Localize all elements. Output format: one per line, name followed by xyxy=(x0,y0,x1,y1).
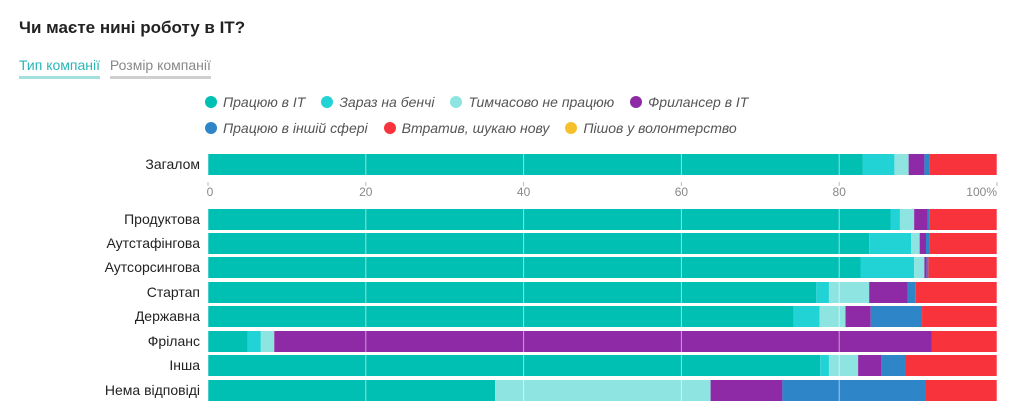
bar-segment xyxy=(858,355,882,376)
legend-swatch xyxy=(205,122,217,134)
bar-segment xyxy=(931,331,997,352)
bar-segment xyxy=(914,209,928,230)
bar-segment xyxy=(922,306,997,327)
bar-segment xyxy=(915,282,997,303)
bar-segment xyxy=(274,331,932,352)
bar-segment xyxy=(926,257,929,278)
bar-segment xyxy=(890,209,900,230)
legend-item[interactable]: Втратив, шукаю нову xyxy=(383,120,550,136)
bar-segment xyxy=(208,306,794,327)
legend-label: Фрилансер в IT xyxy=(648,94,749,110)
chart-legend: Працюю в IT Зараз на бенчі Тимчасово не пр… xyxy=(205,94,905,146)
tab-company-type[interactable]: Тип компанії xyxy=(19,57,101,79)
bar-segment xyxy=(208,282,817,303)
bar-segment xyxy=(208,233,870,254)
legend-row: Працюю в іншій сфері Втратив, шукаю нову П… xyxy=(205,120,905,146)
bar-segment xyxy=(907,282,916,303)
bar-segment xyxy=(782,380,926,401)
bar-segment xyxy=(924,154,930,175)
legend-swatch xyxy=(205,96,217,108)
bar-segment xyxy=(869,233,911,254)
category-label: Аутсорсингова xyxy=(105,259,201,275)
bar-segment xyxy=(845,306,871,327)
legend-item[interactable]: Працюю в іншій сфері xyxy=(205,120,368,136)
bar-segment xyxy=(925,380,997,401)
bar-segment xyxy=(793,306,820,327)
x-tick-label: 20 xyxy=(359,185,373,199)
bar-segment xyxy=(208,257,861,278)
bar-segment xyxy=(208,355,821,376)
legend-swatch xyxy=(321,96,334,108)
legend-label: Пішов у волонтерство xyxy=(583,120,737,136)
bar-segment xyxy=(208,154,863,175)
bar-segment xyxy=(910,233,920,254)
bar-segment xyxy=(924,257,927,278)
legend-row: Працюю в IT Зараз на бенчі Тимчасово не пр… xyxy=(205,94,905,120)
legend-item[interactable]: Тимчасово не працюю xyxy=(450,94,614,110)
x-tick-label: 80 xyxy=(833,185,847,199)
legend-swatch xyxy=(450,96,463,108)
bar-segment xyxy=(929,154,997,175)
bar-segment xyxy=(927,209,930,230)
chart-title: Чи маєте нині роботу в IT? xyxy=(19,18,246,37)
bar-segment xyxy=(925,233,930,254)
legend-label: Зараз на бенчі xyxy=(339,94,435,110)
category-label: Нема відповіді xyxy=(105,382,200,398)
legend-item[interactable]: Фрилансер в IT xyxy=(630,94,748,110)
bar-segment xyxy=(828,355,859,376)
bar-segment xyxy=(899,209,915,230)
bar-segment xyxy=(860,257,915,278)
legend-item[interactable]: Зараз на бенчі xyxy=(321,94,434,110)
bar-segment xyxy=(260,331,275,352)
bar-segment xyxy=(929,233,997,254)
bar-segment xyxy=(495,380,711,401)
bar-segment xyxy=(208,209,891,230)
bar-segment xyxy=(710,380,783,401)
legend-item[interactable]: Працюю в IT xyxy=(205,94,305,110)
bar-segment xyxy=(881,355,906,376)
bar-segment xyxy=(819,306,846,327)
legend-item[interactable]: Пішов у волонтерство xyxy=(565,120,737,136)
bar-segment xyxy=(914,257,925,278)
bar-segment xyxy=(208,380,496,401)
bar-segment xyxy=(869,282,908,303)
category-label: Стартап xyxy=(147,284,200,300)
category-label: Загалом xyxy=(145,156,200,172)
bar-segment xyxy=(929,209,997,230)
category-label: Державна xyxy=(135,308,200,324)
x-tick-label: 100% xyxy=(966,185,997,199)
tab-bar: Тип компанії Розмір компанії xyxy=(19,57,217,79)
legend-label: Тимчасово не працюю xyxy=(468,94,615,110)
category-label: Аутстафінгова xyxy=(107,235,201,251)
bar-segment xyxy=(870,306,923,327)
category-label: Продуктова xyxy=(124,211,200,227)
bar-segment xyxy=(208,331,248,352)
bar-segment xyxy=(828,282,870,303)
x-tick-label: 0 xyxy=(207,185,214,199)
legend-swatch xyxy=(383,122,396,134)
bar-segment xyxy=(862,154,895,175)
legend-label: Працюю в IT xyxy=(223,94,306,110)
bar-segment xyxy=(820,355,829,376)
category-label: Фріланс xyxy=(148,333,200,349)
bar-segment xyxy=(247,331,261,352)
legend-label: Втратив, шукаю нову xyxy=(401,120,550,136)
bar-segment xyxy=(894,154,909,175)
x-tick-label: 60 xyxy=(675,185,689,199)
bar-segment xyxy=(928,257,997,278)
bar-segment xyxy=(919,233,926,254)
bar-segment xyxy=(908,154,925,175)
category-label: Інша xyxy=(169,357,200,373)
x-tick-label: 40 xyxy=(517,185,531,199)
tab-company-size[interactable]: Розмір компанії xyxy=(109,57,211,79)
legend-label: Працюю в іншій сфері xyxy=(223,120,368,136)
bar-segment xyxy=(905,355,997,376)
legend-swatch xyxy=(565,122,578,134)
bar-segment xyxy=(816,282,829,303)
legend-swatch xyxy=(630,96,643,108)
